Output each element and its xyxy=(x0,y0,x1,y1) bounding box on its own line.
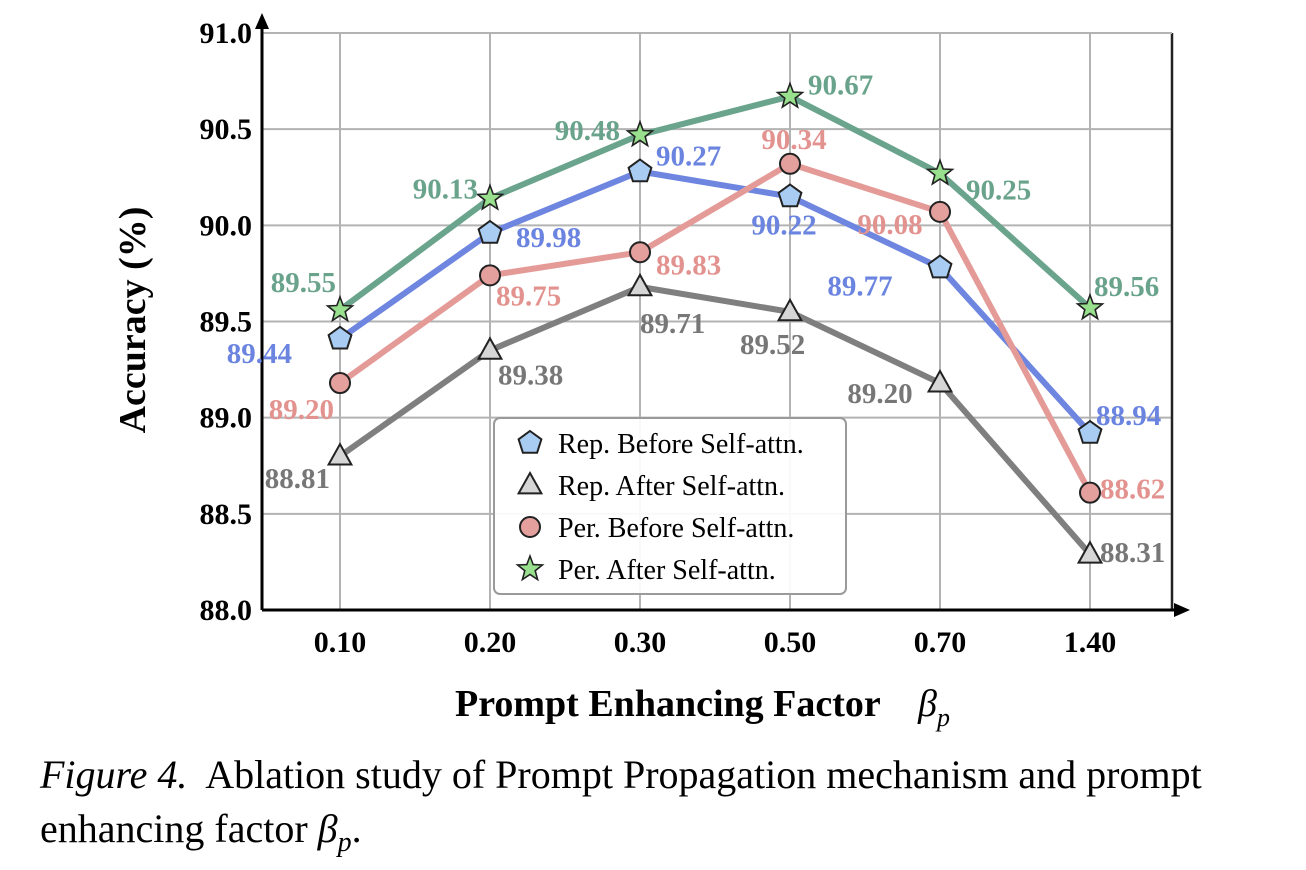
line-chart: 89.44 89.98 90.27 90.22 89.77 88.94 88.81 89.38… xyxy=(112,13,1190,732)
data-label: 88.81 xyxy=(265,463,330,495)
data-label: 88.62 xyxy=(1100,474,1165,506)
x-tick-label: 0.10 xyxy=(314,626,367,659)
x-tick-label: 0.20 xyxy=(464,626,517,659)
data-label: 89.52 xyxy=(740,329,805,361)
figure-label: Figure 4. xyxy=(40,752,188,797)
data-label: 89.83 xyxy=(656,249,721,281)
figure-caption: Figure 4. Ablation study of Prompt Propa… xyxy=(40,752,1202,858)
axes xyxy=(255,13,1190,617)
data-label: 89.38 xyxy=(498,359,563,391)
star-marker xyxy=(1075,292,1105,321)
x-tick-label: 0.30 xyxy=(614,626,667,659)
data-label: 89.20 xyxy=(847,378,912,410)
data-label: 89.98 xyxy=(516,222,581,254)
caption-text: Ablation study of Prompt Propagation mec… xyxy=(40,752,1202,851)
legend-entry-label: Rep. After Self-attn. xyxy=(558,471,785,502)
star-marker xyxy=(475,183,505,211)
legend-entry-label: Per. After Self-attn. xyxy=(558,555,776,586)
y-tick-label: 88.0 xyxy=(200,594,253,627)
y-tick-label: 91.0 xyxy=(200,17,253,50)
star-marker xyxy=(325,294,355,323)
triangle-marker xyxy=(626,272,654,297)
legend-circle-icon xyxy=(519,516,541,538)
circle-marker xyxy=(479,264,501,287)
data-label: 90.34 xyxy=(761,124,826,156)
data-label: 88.94 xyxy=(1096,400,1161,432)
y-axis-title: Accuracy (%) xyxy=(112,207,154,434)
y-tick-label: 89.5 xyxy=(200,306,253,339)
circle-marker xyxy=(629,241,651,264)
data-label: 90.25 xyxy=(966,174,1031,206)
svg-text:βp: βp xyxy=(917,683,950,732)
data-label: 89.20 xyxy=(269,394,334,426)
data-label: 90.13 xyxy=(413,173,478,205)
series-line xyxy=(337,283,1093,558)
pentagon-marker xyxy=(327,325,353,350)
svg-text:Prompt Enhancing Factor: Prompt Enhancing Factor xyxy=(455,683,881,725)
data-labels: 89.44 89.98 90.27 90.22 89.77 88.94 88.81 89.38… xyxy=(227,69,1166,569)
grid xyxy=(262,32,1172,611)
data-label: 90.08 xyxy=(857,209,922,241)
data-label: 88.31 xyxy=(1100,537,1165,569)
series-line xyxy=(337,160,1093,496)
pentagon-marker xyxy=(627,158,653,183)
data-label: 89.44 xyxy=(227,338,292,370)
triangle-marker xyxy=(926,368,954,393)
star-marker xyxy=(925,158,955,186)
series-markers xyxy=(325,81,1105,564)
data-label: 90.67 xyxy=(808,69,873,101)
triangle-marker xyxy=(326,442,354,466)
tick-labels: 88.0 88.5 89.0 89.5 90.0 90.5 91.0 0.10 0.20 0.30… xyxy=(200,17,1117,659)
circle-marker xyxy=(929,200,951,223)
legend: Rep. Before Self-attn. Rep. After Self-at… xyxy=(493,417,847,595)
data-label: 89.71 xyxy=(640,308,705,340)
data-label: 89.77 xyxy=(827,271,892,303)
data-label: 89.55 xyxy=(271,267,336,299)
data-label: 89.56 xyxy=(1094,271,1159,303)
triangle-marker xyxy=(1076,540,1104,564)
triangle-marker xyxy=(776,297,804,322)
triangle-marker xyxy=(476,336,504,360)
series-line xyxy=(337,168,1093,437)
pentagon-marker xyxy=(777,183,803,208)
y-tick-label: 90.5 xyxy=(200,113,253,146)
data-label: 90.27 xyxy=(656,140,721,172)
pentagon-marker xyxy=(1077,419,1103,444)
x-axis-title: Prompt Enhancing Factor βp xyxy=(455,683,950,732)
legend-entry-label: Rep. Before Self-attn. xyxy=(558,429,804,460)
circle-marker xyxy=(1079,481,1101,504)
legend-pentagon-icon xyxy=(517,429,543,454)
x-axis-arrow xyxy=(1174,603,1190,617)
pentagon-marker xyxy=(927,254,953,279)
legend-star-icon xyxy=(515,553,545,582)
x-tick-label: 0.70 xyxy=(914,626,967,659)
series-line xyxy=(337,93,1093,313)
legend-triangle-icon xyxy=(516,470,544,495)
data-label: 89.75 xyxy=(496,280,561,312)
caption-symbol: βp xyxy=(317,806,352,858)
y-tick-label: 88.5 xyxy=(200,498,253,531)
y-axis-arrow xyxy=(255,13,269,29)
data-label: 90.22 xyxy=(751,209,816,241)
x-tick-label: 1.40 xyxy=(1064,626,1117,659)
star-marker xyxy=(775,81,805,109)
data-label: 90.48 xyxy=(555,115,620,147)
y-tick-label: 90.0 xyxy=(200,209,253,242)
legend-box xyxy=(493,417,847,595)
y-tick-label: 89.0 xyxy=(200,402,253,435)
legend-entry-label: Per. Before Self-attn. xyxy=(558,513,794,544)
series-lines xyxy=(337,93,1093,558)
x-tick-label: 0.50 xyxy=(764,626,817,659)
pentagon-marker xyxy=(477,219,503,244)
circle-marker xyxy=(779,152,801,175)
star-marker xyxy=(625,119,655,148)
circle-marker xyxy=(329,372,351,395)
